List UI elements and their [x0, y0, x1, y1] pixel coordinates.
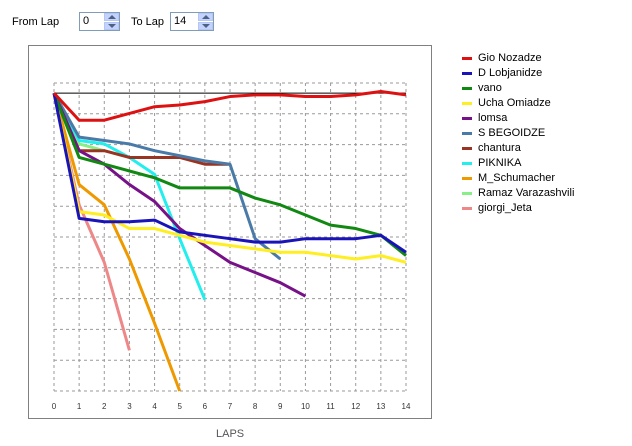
legend-swatch	[462, 57, 472, 60]
x-tick-label: 1	[77, 402, 82, 411]
legend-swatch	[462, 207, 472, 210]
chevron-down-icon	[202, 24, 210, 28]
legend-label: vano	[478, 82, 502, 94]
legend-swatch	[462, 162, 472, 165]
x-tick-label: 12	[351, 402, 360, 411]
legend-label: lomsa	[478, 112, 508, 124]
legend-label: Gio Nozadze	[478, 52, 542, 64]
legend-label: PIKNIKA	[478, 157, 522, 169]
x-tick-label: 10	[301, 402, 310, 411]
from-lap-label: From Lap	[12, 16, 60, 28]
x-tick-label: 9	[278, 402, 283, 411]
x-tick-label: 7	[228, 402, 233, 411]
x-tick-label: 11	[326, 402, 335, 411]
legend-swatch	[462, 177, 472, 180]
legend-label: Ramaz Varazashvili	[478, 187, 575, 199]
series-line-s-begoidze	[52, 92, 282, 261]
legend-swatch	[462, 132, 472, 135]
series-line-d-lobjanidze	[52, 92, 407, 254]
to-lap-value[interactable]: 14	[174, 15, 187, 27]
lap-chart: 0 1 2 3 4 5 6 7 8 9 10 11 12 13 14	[52, 82, 411, 411]
legend-swatch	[462, 192, 472, 195]
to-lap-increment-button[interactable]	[198, 13, 213, 21]
x-tick-label: 3	[127, 402, 132, 411]
legend-swatch	[462, 102, 472, 105]
legend-label: chantura	[478, 142, 521, 154]
from-lap-value[interactable]: 0	[83, 15, 90, 27]
legend-swatch	[462, 72, 472, 75]
legend-label: M_Schumacher	[478, 172, 556, 184]
legend-label: D Lobjanidze	[478, 67, 543, 79]
x-tick-label: 2	[102, 402, 107, 411]
series-line-lomsa	[52, 92, 307, 298]
x-tick-label: 4	[152, 402, 157, 411]
series-line-ucha-omiadze	[52, 92, 407, 264]
series-line-chantura	[52, 92, 230, 166]
legend-swatch	[462, 147, 472, 150]
to-lap-decrement-button[interactable]	[198, 22, 213, 30]
x-tick-label: 8	[253, 402, 258, 411]
to-lap-spinner[interactable]: 14	[170, 12, 214, 31]
legend-label: giorgi_Jeta	[478, 202, 532, 214]
from-lap-spinner[interactable]: 0	[79, 12, 120, 31]
chart-grid	[53, 82, 407, 392]
x-axis-label: LAPS	[216, 428, 245, 440]
legend-swatch	[462, 87, 472, 90]
series-line-vano	[52, 92, 407, 257]
x-tick-label: 13	[376, 402, 385, 411]
series-line-m-schumacher	[52, 92, 182, 392]
x-tick-label: 0	[52, 402, 57, 411]
legend-label: Ucha Omiadze	[478, 97, 551, 109]
x-axis-ticks: 0 1 2 3 4 5 6 7 8 9 10 11 12 13 14	[52, 402, 411, 411]
from-lap-increment-button[interactable]	[104, 13, 119, 21]
x-tick-label: 5	[177, 402, 182, 411]
from-lap-decrement-button[interactable]	[104, 22, 119, 30]
chart-panel: 0 1 2 3 4 5 6 7 8 9 10 11 12 13 14	[28, 45, 432, 419]
x-tick-label: 14	[402, 402, 411, 411]
chevron-up-icon	[108, 15, 116, 19]
series-line-gio-nozadze	[52, 89, 407, 122]
to-lap-label: To Lap	[131, 16, 165, 28]
x-tick-label: 6	[203, 402, 208, 411]
chevron-down-icon	[108, 24, 116, 28]
legend-swatch	[462, 117, 472, 120]
chart-series	[52, 89, 407, 392]
chevron-up-icon	[202, 15, 210, 19]
legend-label: S BEGOIDZE	[478, 127, 546, 139]
